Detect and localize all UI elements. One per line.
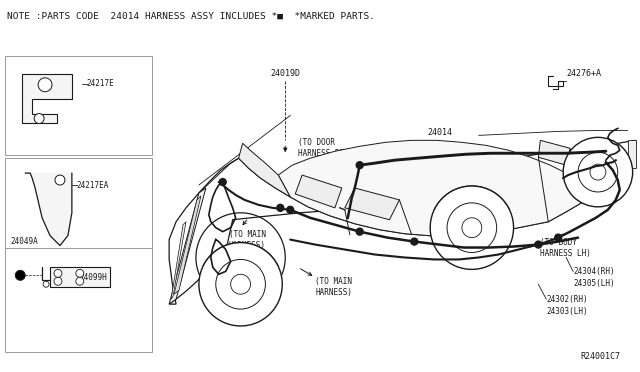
Circle shape — [462, 218, 482, 238]
Bar — [5, 247, 152, 352]
Text: 24305(LH): 24305(LH) — [573, 279, 615, 288]
Circle shape — [411, 238, 418, 245]
Circle shape — [555, 234, 562, 241]
Circle shape — [447, 203, 497, 253]
Polygon shape — [538, 140, 570, 165]
Circle shape — [216, 259, 266, 309]
Polygon shape — [171, 222, 186, 299]
Polygon shape — [22, 74, 72, 124]
Circle shape — [76, 269, 84, 277]
Circle shape — [15, 270, 25, 280]
Polygon shape — [169, 140, 636, 304]
Text: (TO BODY
HARNESS LH): (TO BODY HARNESS LH) — [540, 238, 591, 258]
Text: (TO MAIN
HARNESS): (TO MAIN HARNESS) — [228, 230, 266, 250]
Polygon shape — [174, 196, 201, 294]
Polygon shape — [628, 140, 636, 168]
Polygon shape — [169, 188, 206, 304]
Circle shape — [430, 186, 513, 269]
Polygon shape — [295, 175, 342, 208]
Bar — [5, 158, 152, 253]
Polygon shape — [42, 267, 109, 287]
Text: NOTE :PARTS CODE  24014 HARNESS ASSY INCLUDES *■  *MARKED PARTS.: NOTE :PARTS CODE 24014 HARNESS ASSY INCL… — [7, 11, 375, 20]
Circle shape — [230, 274, 250, 294]
Text: 24217E: 24217E — [87, 79, 115, 88]
Polygon shape — [278, 140, 598, 235]
Circle shape — [43, 281, 49, 287]
Circle shape — [38, 78, 52, 92]
Circle shape — [356, 162, 363, 169]
Text: 24303(LH): 24303(LH) — [547, 307, 588, 316]
Polygon shape — [239, 143, 290, 197]
Polygon shape — [345, 188, 399, 220]
Circle shape — [76, 277, 84, 285]
Text: (TO DOOR
HARNESS RR RH): (TO DOOR HARNESS RR RH) — [298, 138, 363, 158]
Circle shape — [356, 228, 363, 235]
Circle shape — [590, 164, 606, 180]
Circle shape — [287, 206, 294, 213]
Text: 24014: 24014 — [427, 128, 452, 137]
Text: 24217EA: 24217EA — [77, 180, 109, 189]
Circle shape — [563, 137, 633, 207]
Text: 24304(RH): 24304(RH) — [573, 267, 615, 276]
Circle shape — [199, 243, 282, 326]
Circle shape — [34, 113, 44, 124]
Circle shape — [54, 277, 62, 285]
Circle shape — [277, 204, 284, 211]
Text: 24276+A: 24276+A — [566, 69, 601, 78]
Circle shape — [55, 175, 65, 185]
Circle shape — [220, 179, 226, 186]
Circle shape — [54, 269, 62, 277]
Text: 24049A: 24049A — [10, 237, 38, 246]
Bar — [5, 56, 152, 155]
Text: (TO MAIN
HARNESS): (TO MAIN HARNESS) — [315, 277, 352, 297]
Circle shape — [578, 152, 618, 192]
Text: 24099H: 24099H — [80, 273, 108, 282]
Text: 24302(RH): 24302(RH) — [547, 295, 588, 304]
Text: 24019D: 24019D — [270, 69, 300, 78]
Circle shape — [535, 241, 542, 248]
Text: R24001C7: R24001C7 — [580, 352, 621, 361]
Polygon shape — [25, 173, 72, 246]
